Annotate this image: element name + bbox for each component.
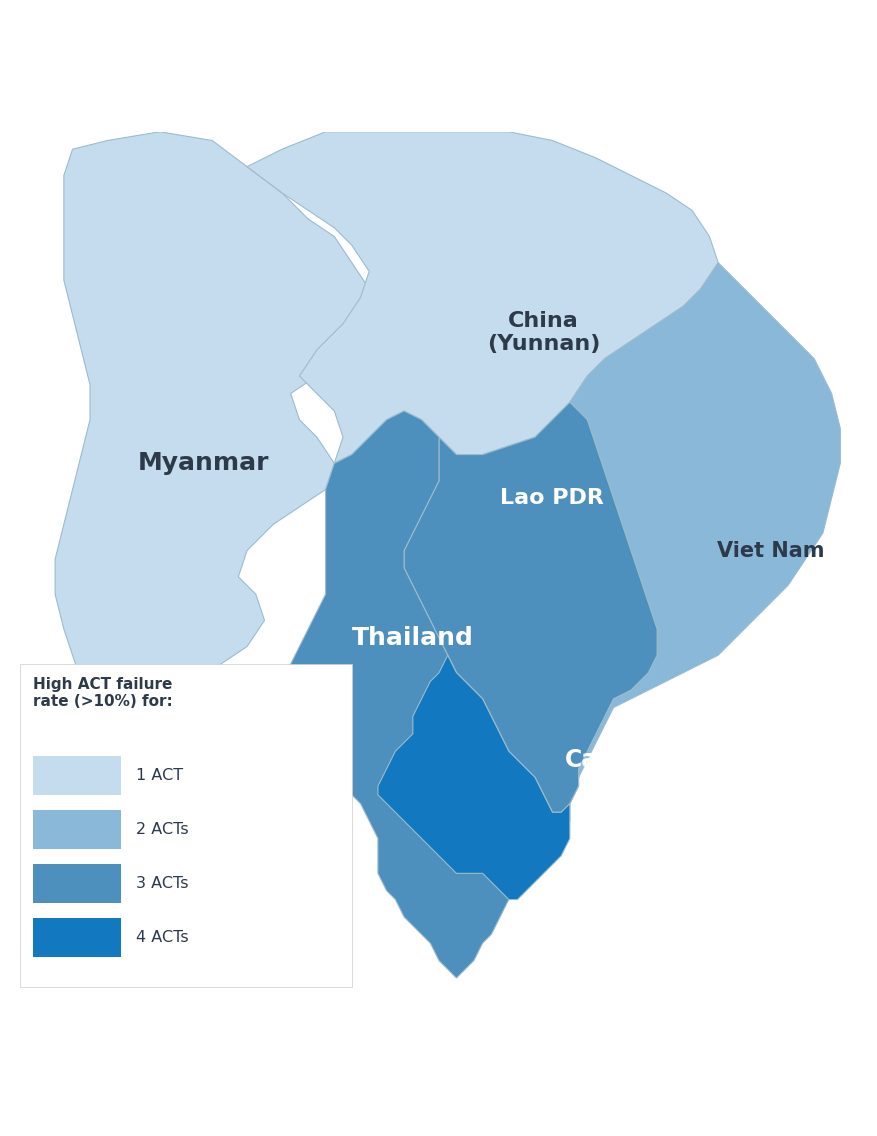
Polygon shape [290,411,552,978]
Polygon shape [246,132,717,463]
Polygon shape [377,655,569,900]
Text: China
(Yunnan): China (Yunnan) [487,311,600,354]
Text: 4 ACTs: 4 ACTs [136,930,189,945]
Text: 2 ACTs: 2 ACTs [136,821,189,837]
Polygon shape [55,132,369,743]
Text: Myanmar: Myanmar [138,451,269,475]
Polygon shape [560,262,839,821]
Bar [33,755,120,795]
Bar [33,918,120,958]
Text: 1 ACT: 1 ACT [136,768,183,783]
Bar [33,810,120,849]
Bar [20,663,352,987]
Text: Lao PDR: Lao PDR [500,488,603,508]
Text: 3 ACTs: 3 ACTs [136,876,189,891]
Text: Cambodia: Cambodia [564,747,696,772]
Text: Viet Nam: Viet Nam [716,541,824,560]
Text: Thailand: Thailand [352,626,474,650]
Polygon shape [403,402,656,812]
Text: High ACT failure
rate (>10%) for:: High ACT failure rate (>10%) for: [33,677,173,710]
Bar [33,863,120,903]
